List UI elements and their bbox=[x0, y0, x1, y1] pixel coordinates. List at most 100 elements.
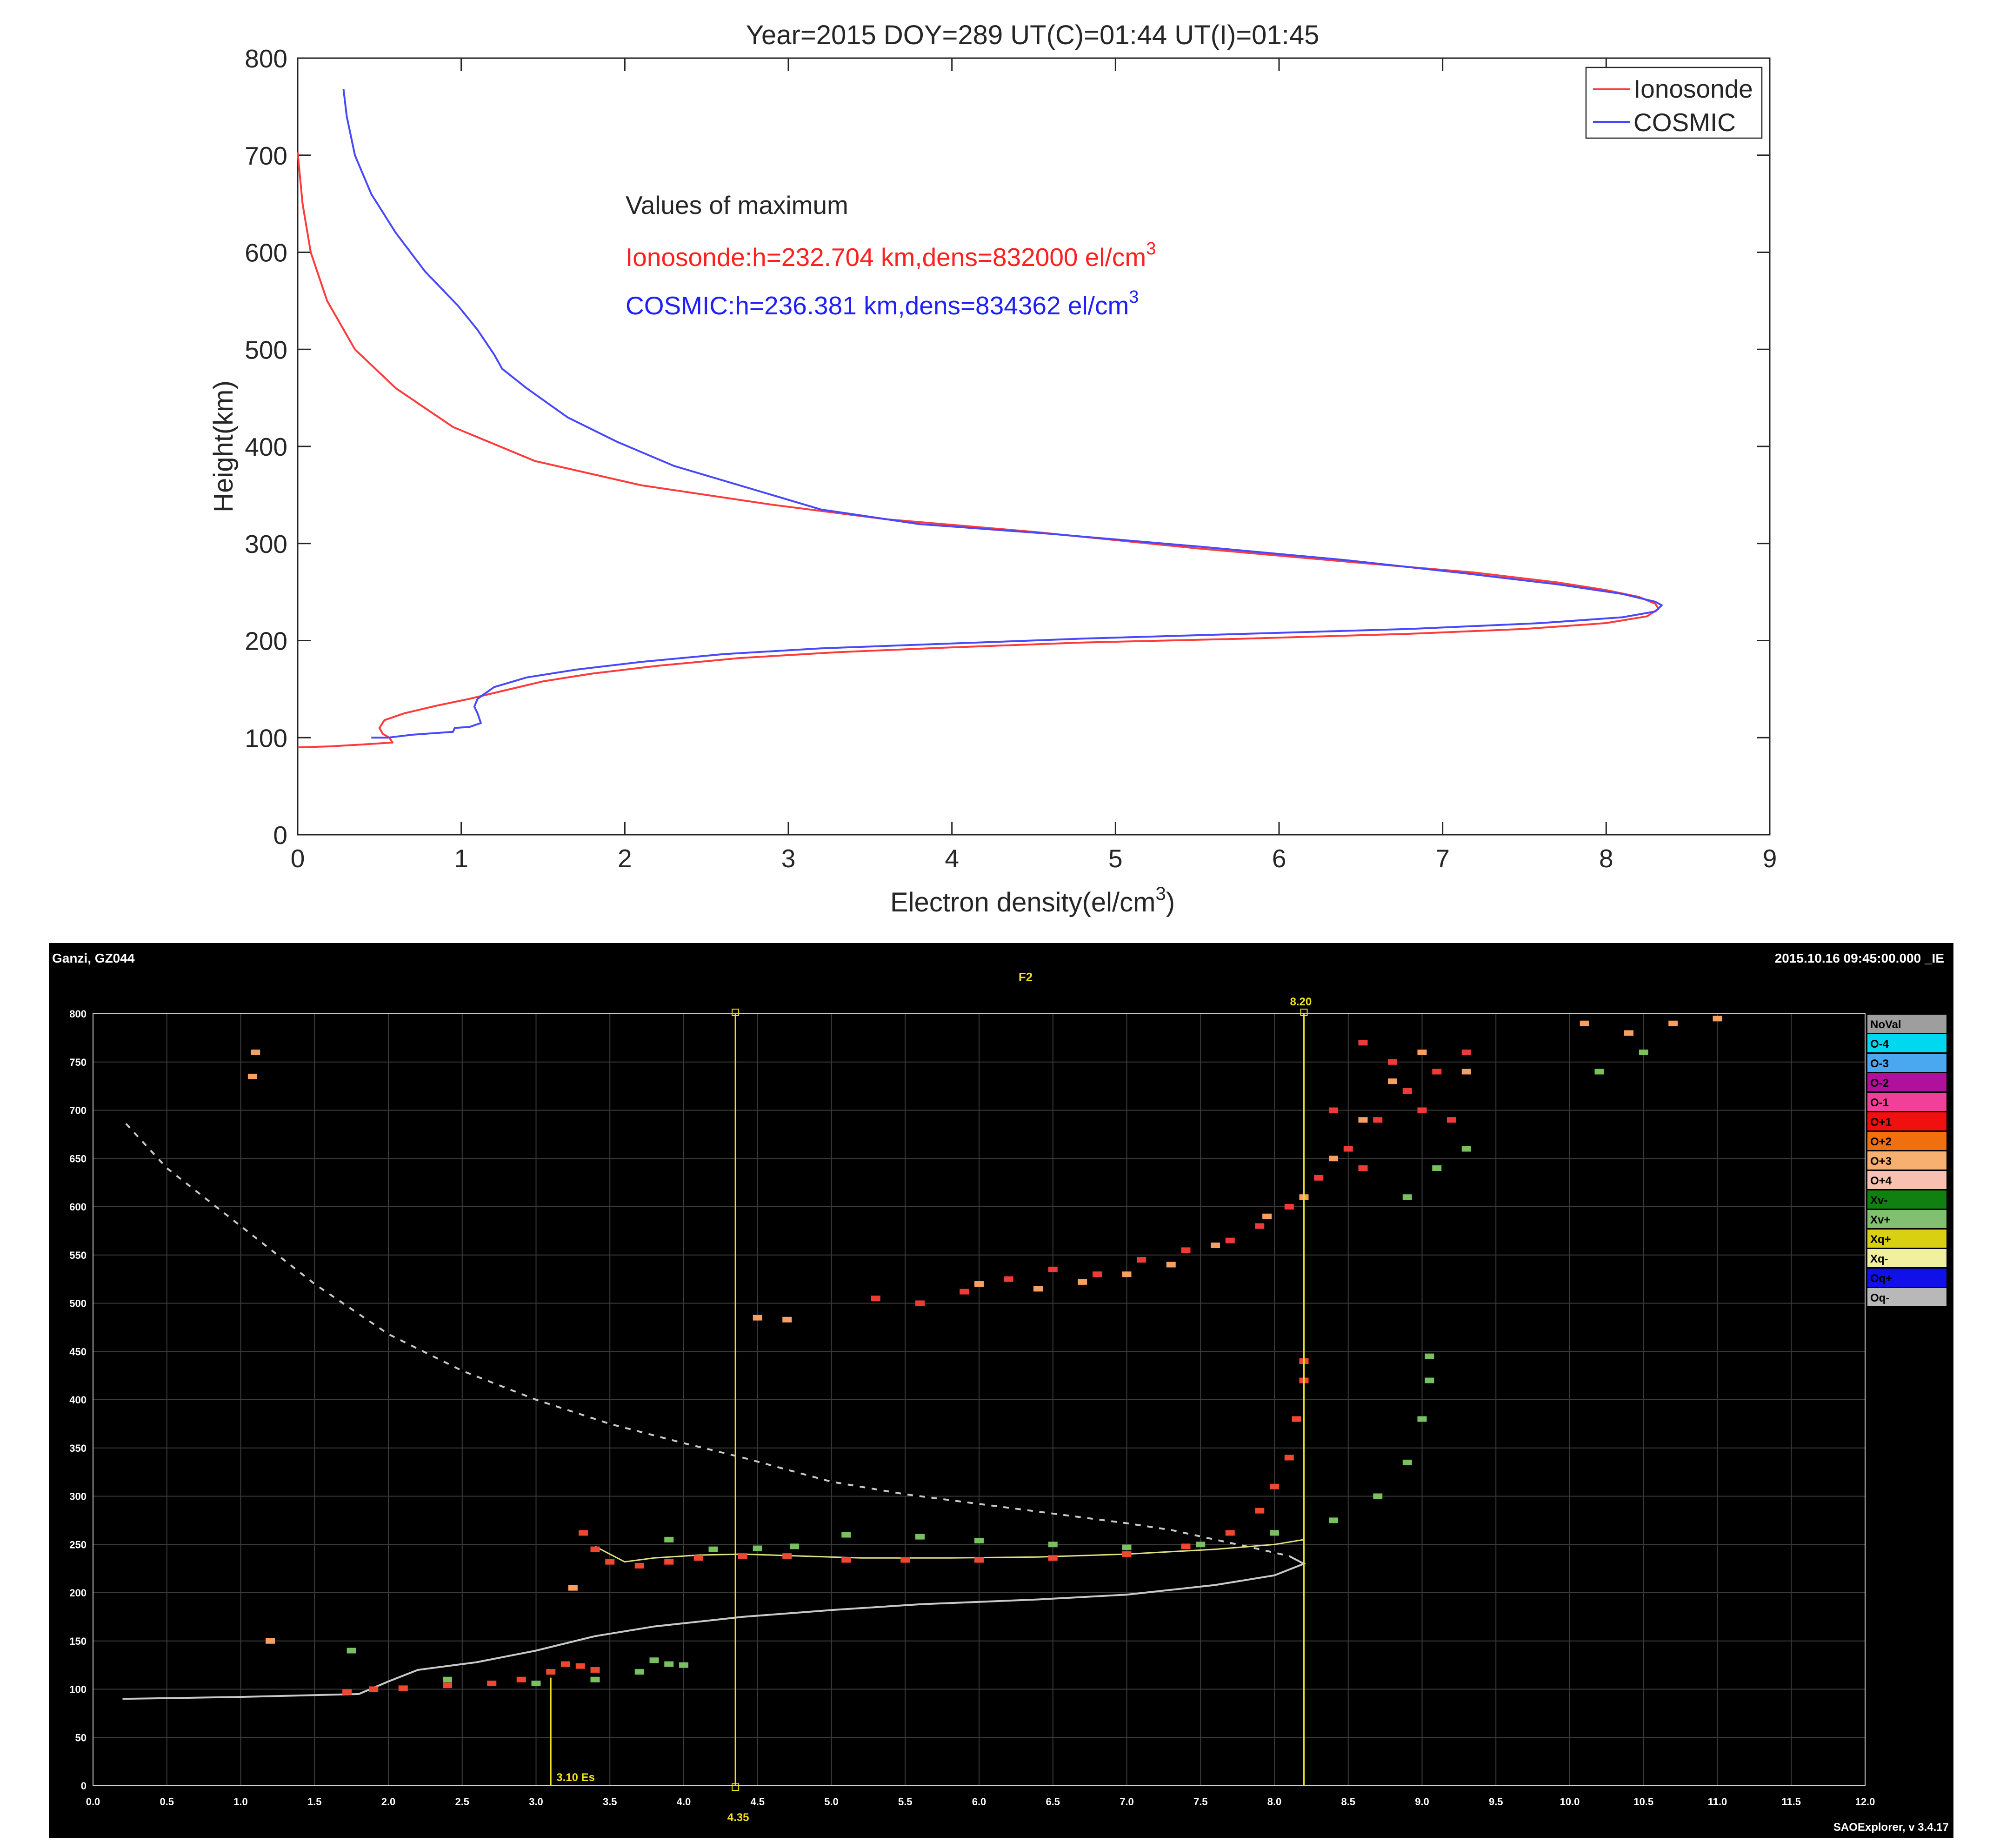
ionogram-legend-label: Xv- bbox=[1870, 1194, 1887, 1207]
ionogram-legend-label: O-2 bbox=[1870, 1077, 1889, 1090]
ionogram-point-f-scatter-green bbox=[1639, 1050, 1648, 1055]
top-ticks: 0 1 2 3 4 5 6 7 8 9 0 100 200 300 400 500 600 700 800 bbox=[245, 44, 1777, 873]
ionogram-point-o-trace bbox=[900, 1557, 910, 1563]
ionogram-x-tick-label: 4.0 bbox=[677, 1796, 691, 1808]
ionogram-point-f-scatter-orange bbox=[1329, 1156, 1338, 1162]
ionogram-point-f-scatter-orange bbox=[1461, 1069, 1471, 1075]
ionogram-point-x-trace bbox=[1329, 1517, 1338, 1523]
ionogram-y-tick-label: 500 bbox=[69, 1298, 87, 1310]
ionogram-point-x-trace bbox=[531, 1681, 541, 1687]
ionogram-point-f-scatter-orange bbox=[1668, 1020, 1678, 1026]
top-y-tick-label: 800 bbox=[245, 44, 287, 73]
ionogram-point-f-scatter-green bbox=[1402, 1194, 1412, 1200]
ionogram-y-tick-label: 250 bbox=[69, 1539, 87, 1550]
ionogram-point-x-trace bbox=[753, 1545, 762, 1551]
ionogram-point-f-scatter-orange bbox=[1078, 1279, 1087, 1285]
ionogram-marker-handle bbox=[732, 1783, 740, 1791]
top-chart: Year=2015 DOY=289 UT(C)=01:44 UT(I)=01:4… bbox=[208, 20, 1777, 917]
series-line-ionosonde bbox=[297, 152, 1660, 749]
annotation-cosmic-sup: 3 bbox=[1129, 287, 1139, 307]
ionogram-point-o-trace bbox=[1255, 1508, 1265, 1514]
ionogram-x-tick-label: 0.0 bbox=[86, 1796, 100, 1808]
top-y-tick-label: 300 bbox=[245, 530, 287, 558]
ionogram-point-f-scatter bbox=[1447, 1117, 1456, 1123]
ionogram-y-tick-label: 400 bbox=[69, 1394, 87, 1406]
ionogram-point-o-trace bbox=[841, 1557, 851, 1563]
ionogram-point-o-trace bbox=[590, 1667, 600, 1673]
ionogram-x-tick-label: 9.5 bbox=[1489, 1796, 1503, 1808]
ionogram-legend-swatch bbox=[1867, 1034, 1946, 1052]
ionogram-point-f-scatter bbox=[915, 1300, 925, 1306]
ionogram-series bbox=[121, 1016, 1722, 1700]
ionogram-y-tick-label: 750 bbox=[69, 1057, 87, 1068]
ionogram-point-f-scatter bbox=[1255, 1223, 1265, 1229]
ionogram-legend-label: Oq- bbox=[1870, 1292, 1889, 1304]
ionogram-x-tick-label: 11.0 bbox=[1708, 1796, 1727, 1808]
ionogram-legend-swatch bbox=[1867, 1132, 1946, 1150]
top-x-tick-label: 4 bbox=[945, 844, 959, 873]
ionogram-point-f-scatter bbox=[1329, 1107, 1338, 1113]
ionogram-legend-label: Xv+ bbox=[1870, 1214, 1890, 1226]
ionogram-legend-swatch bbox=[1867, 1171, 1946, 1189]
ionogram-legend-label: O+4 bbox=[1870, 1175, 1892, 1187]
ionogram-y-tick-label: 300 bbox=[69, 1491, 87, 1502]
ionogram-x-tick-label: 5.5 bbox=[898, 1796, 913, 1808]
ionogram-grid bbox=[93, 1013, 1866, 1786]
ionogram-point-f-scatter bbox=[1048, 1266, 1058, 1272]
ionogram-x-tick-label: 10.0 bbox=[1560, 1796, 1580, 1808]
ionogram-x-tick-label: 5.0 bbox=[824, 1796, 839, 1808]
ionogram-legend-label: O+1 bbox=[1870, 1116, 1892, 1129]
top-y-tick-label: 100 bbox=[245, 724, 287, 752]
ionogram-point-f-scatter bbox=[1225, 1237, 1235, 1243]
ionogram-point-o-trace bbox=[738, 1553, 747, 1559]
ionogram-point-isolated bbox=[247, 1073, 257, 1079]
ionogram-point-x-trace bbox=[841, 1532, 851, 1538]
ionogram-plot-frame bbox=[93, 1013, 1866, 1786]
ionogram-background bbox=[49, 943, 1953, 1838]
ionogram-point-x-trace bbox=[1196, 1542, 1206, 1548]
ionogram-point-o-trace bbox=[487, 1681, 497, 1687]
ionogram-point-isolated bbox=[568, 1585, 578, 1591]
ionogram-point-o-trace bbox=[516, 1676, 526, 1682]
ionogram-point-f-scatter-orange bbox=[1713, 1016, 1722, 1022]
ionogram-x-tick-label: 12.0 bbox=[1855, 1796, 1875, 1808]
ionogram-point-x-trace bbox=[649, 1657, 659, 1663]
ionogram-point-o-trace bbox=[664, 1559, 674, 1565]
ionogram-point-x-trace bbox=[708, 1546, 718, 1552]
ionogram-point-f-scatter-orange bbox=[1166, 1262, 1176, 1268]
top-x-axis-label: Electron density(el/cm3) bbox=[890, 884, 1175, 917]
ionogram-station: Ganzi, GZ044 bbox=[52, 951, 135, 965]
ionogram-point-f-scatter bbox=[1358, 1165, 1368, 1171]
top-x-tick-label: 6 bbox=[1272, 844, 1286, 873]
ionogram-x-tick-label: 2.0 bbox=[381, 1796, 396, 1808]
top-x-tick-label: 0 bbox=[291, 844, 305, 873]
ionogram-point-o-trace bbox=[579, 1530, 588, 1536]
ionogram-point-x-trace bbox=[664, 1661, 674, 1667]
ionogram-legend-label: Xq+ bbox=[1870, 1233, 1891, 1246]
ionogram-x-tick-label: 10.5 bbox=[1633, 1796, 1653, 1808]
ionogram-x-tick-label: 8.5 bbox=[1341, 1796, 1355, 1808]
top-y-tick-label: 600 bbox=[245, 239, 287, 267]
ionogram-point-f-scatter-orange bbox=[1122, 1271, 1132, 1277]
ionogram-point-x-trace bbox=[590, 1676, 600, 1682]
ionogram-point-f-scatter bbox=[1373, 1117, 1383, 1123]
ionogram-marker-handle bbox=[732, 1009, 740, 1016]
ionogram-legend-label: O-4 bbox=[1870, 1038, 1889, 1050]
ionogram-point-f-scatter bbox=[871, 1296, 880, 1302]
ionogram-point-o-trace bbox=[1270, 1483, 1279, 1489]
ionogram-point-f-scatter bbox=[1137, 1257, 1146, 1263]
ionogram-x-tick-label: 0.5 bbox=[160, 1796, 174, 1808]
ionogram-point-f-scatter-orange bbox=[1358, 1117, 1368, 1123]
ionogram-legend-swatch bbox=[1867, 1210, 1946, 1228]
ionogram-legend-swatch bbox=[1867, 1093, 1946, 1111]
ionogram-markers: 8.20 4.35 3.10 Es bbox=[550, 996, 1312, 1824]
ionogram-point-f-scatter bbox=[960, 1289, 969, 1295]
ionogram-legend-swatch bbox=[1867, 1073, 1946, 1091]
annotation-heading: Values of maximum bbox=[626, 191, 848, 219]
ionogram-y-tick-label: 600 bbox=[69, 1201, 87, 1213]
top-x-tick-label: 8 bbox=[1599, 844, 1613, 873]
ionogram-point-o-trace bbox=[605, 1559, 615, 1565]
ionogram-point-x-trace bbox=[443, 1676, 452, 1682]
ionogram-y-tick-label: 50 bbox=[75, 1732, 87, 1743]
